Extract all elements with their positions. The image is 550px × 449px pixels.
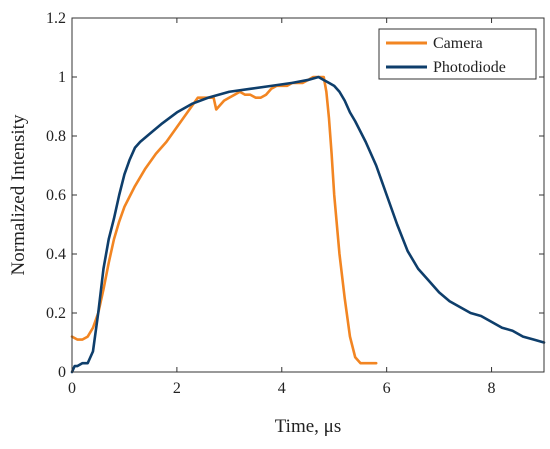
series-layer	[70, 75, 546, 374]
y-tick-label: 1.2	[46, 10, 66, 27]
legend-label-photodiode: Photodiode	[433, 59, 506, 76]
x-axis-label: Time, μs	[275, 416, 342, 437]
y-axis-label: Normalized Intensity	[8, 114, 29, 275]
tick-layer: 0 2 4 6 8 0 0.2 0.4 0.6 0.8 1 1.2	[46, 10, 544, 397]
legend: Camera Photodiode	[378, 28, 537, 80]
x-tick-label: 6	[383, 380, 391, 397]
x-tick-label: 2	[173, 380, 181, 397]
y-tick-label: 0	[58, 364, 66, 381]
y-tick-label: 1	[58, 69, 66, 86]
x-tick-label: 4	[278, 380, 286, 397]
series-line-photodiode	[70, 75, 546, 374]
legend-label-camera: Camera	[433, 35, 483, 52]
y-tick-label: 0.6	[46, 187, 66, 204]
y-tick-label: 0.2	[46, 305, 66, 322]
x-tick-label: 8	[488, 380, 496, 397]
y-tick-label: 0.4	[46, 246, 66, 263]
series-line-camera	[70, 75, 378, 365]
x-tick-label: 0	[68, 380, 76, 397]
legend-box	[378, 28, 537, 80]
plot-frame	[71, 17, 545, 373]
y-tick-label: 0.8	[46, 128, 66, 145]
